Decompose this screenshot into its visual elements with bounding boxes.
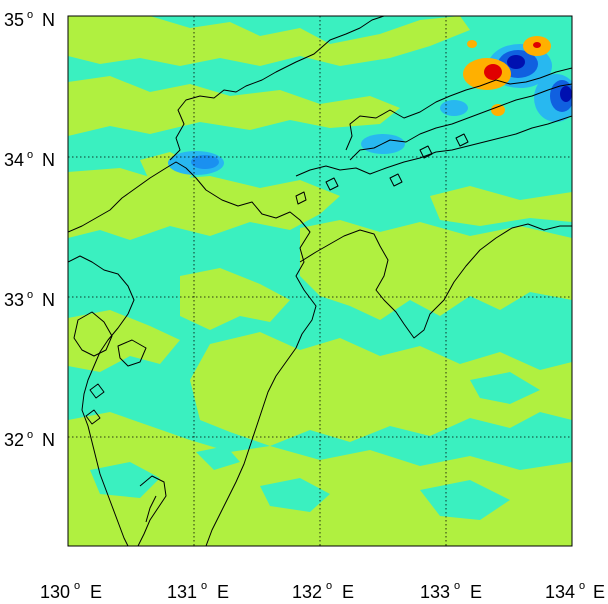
lon-label-131-num: 131 [167,582,197,602]
lon-label-130-num: 130 [40,582,70,602]
lon-label-134: 134 o E [545,580,605,602]
coastline-shikoku [295,115,572,339]
lat-label-34-hemi: N [42,150,55,170]
lon-label-130: 130 o E [40,580,102,602]
lat-label-33-hemi: N [42,290,55,310]
gridlines [68,16,572,546]
lon-label-132-deg: o [326,580,332,592]
lat-label-32-num: 32 [4,430,24,450]
coastline-honshu [169,16,572,161]
lat-label-35-num: 35 [4,10,24,30]
lon-label-132-hemi: E [342,582,354,602]
lat-label-33-num: 33 [4,290,24,310]
lat-label-35: 35 o N [4,9,55,30]
lat-label-33: 33 o N [4,289,55,310]
plot-frame [67,15,573,547]
lat-label-34: 34 o N [4,149,55,170]
lon-label-133-deg: o [454,580,460,592]
lon-label-133: 133 o E [420,580,482,602]
lon-label-133-hemi: E [470,582,482,602]
lat-label-32-hemi: N [42,430,55,450]
coastline-ariake [73,311,147,367]
positive-anomalies [463,36,551,116]
field-low-patches [90,372,540,520]
lat-label-34-num: 34 [4,150,24,170]
lon-label-134-hemi: E [593,582,605,602]
lon-labels: 130 o E 131 o E 132 o E 133 o E 134 o E [40,580,605,602]
lat-label-32-deg: o [27,429,33,441]
lat-label-33-deg: o [27,289,33,301]
lon-label-131: 131 o E [167,580,229,602]
plot-area [67,15,573,547]
lon-label-130-deg: o [74,580,80,592]
lon-label-134-deg: o [579,580,585,592]
contour-field [68,16,572,546]
lon-label-134-num: 134 [545,582,575,602]
lon-label-131-deg: o [201,580,207,592]
coastline-islands [85,133,469,425]
coastline-kagoshima [137,475,167,546]
lon-label-132-num: 132 [292,582,322,602]
coastlines [68,16,572,546]
lon-label-132: 132 o E [292,580,354,602]
lon-label-131-hemi: E [217,582,229,602]
lat-label-34-deg: o [27,149,33,161]
lat-label-35-hemi: N [42,10,55,30]
lon-label-130-hemi: E [90,582,102,602]
lat-label-35-deg: o [27,9,33,21]
lon-label-133-num: 133 [420,582,450,602]
coastline-inland-sea [349,83,572,161]
lat-labels: 35 o N 34 o N 33 o N 32 o N [4,9,55,450]
lat-label-32: 32 o N [4,429,55,450]
